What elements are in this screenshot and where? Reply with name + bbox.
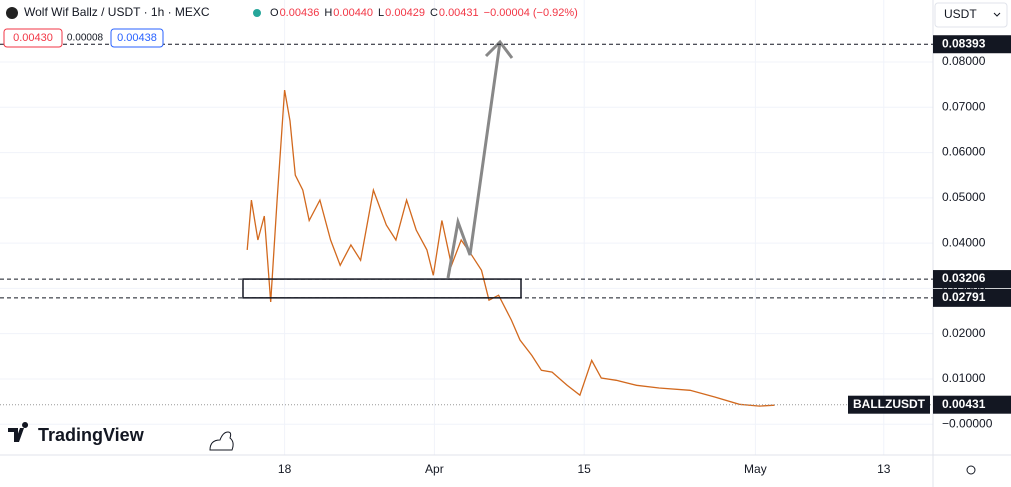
- ohlc-key: H: [324, 7, 332, 19]
- bid: 0.00430: [13, 32, 53, 44]
- mascot-icon: [209, 431, 234, 451]
- level-label: 0.03206: [942, 271, 986, 285]
- y-tick-label: 0.02000: [942, 326, 986, 340]
- symbol: Wolf Wif Ballz / USDT · 1h · MEXC: [24, 5, 210, 19]
- last-name-tag: [848, 395, 930, 414]
- ask: 0.00438: [117, 32, 157, 44]
- symbol-icon: [6, 7, 18, 19]
- bid-box[interactable]: [3, 28, 63, 48]
- x-tick-label: May: [744, 462, 767, 476]
- y-tick-label: 0.07000: [942, 99, 986, 113]
- dropdown-caret: [993, 12, 1001, 17]
- ohlc: O 0.00436 H 0.00440 L 0.00429 C 0.00431 −0.00004…: [270, 7, 578, 19]
- ohlc-key: O: [270, 7, 279, 19]
- overlay: 0.08393 0.03206 0.02791 BALLZUSDT 0.00431: [0, 35, 1011, 414]
- settings-icon[interactable]: [966, 465, 976, 475]
- ohlc-value: 0.00429: [385, 7, 425, 19]
- y-tick-label: 0.03000: [942, 281, 986, 295]
- logo: TradingView: [38, 425, 145, 445]
- grid: [0, 0, 933, 455]
- ohlc-key: C: [430, 7, 438, 19]
- marks: [246, 89, 775, 407]
- level-tag: [933, 270, 1011, 289]
- y-tick-label: 0.04000: [942, 235, 986, 249]
- x-tick-label: Apr: [425, 462, 444, 476]
- projection-arrow: [446, 41, 502, 279]
- ohlc-key: L: [378, 7, 384, 19]
- level-label: 0.02791: [942, 290, 986, 304]
- status-dot: [253, 9, 261, 17]
- level-tag: [933, 288, 1011, 307]
- arrow-head: [484, 39, 514, 59]
- y-tick-label: 0.06000: [942, 145, 986, 159]
- currency-select[interactable]: [934, 2, 1008, 28]
- x-tick-label: 18: [278, 462, 292, 476]
- y-tick-label: −0.00000: [942, 416, 993, 430]
- level-tag: [933, 35, 1011, 54]
- x-tick-label: 13: [877, 462, 891, 476]
- ask-box[interactable]: [110, 28, 164, 48]
- ohlc-value: 0.00440: [333, 7, 373, 19]
- price-line: [246, 89, 775, 407]
- last-price-tag: [933, 395, 1011, 414]
- ohlc-value: 0.00431: [439, 7, 479, 19]
- ohlc-value: 0.00436: [280, 7, 320, 19]
- change: −0.00004 (−0.92%): [484, 7, 578, 19]
- currency: USDT: [944, 7, 977, 21]
- last-price: 0.00431: [942, 397, 986, 411]
- y-tick-label: 0.01000: [942, 371, 986, 385]
- level-label: 0.08393: [942, 36, 986, 50]
- y-tick-label: 0.08000: [942, 54, 986, 68]
- logo-icon: [8, 422, 29, 442]
- spread: 0.00008: [67, 33, 104, 44]
- last-name: BALLZUSDT: [853, 397, 926, 411]
- y-tick-label: 0.05000: [942, 190, 986, 204]
- x-tick-label: 15: [578, 462, 592, 476]
- zone-box: [242, 278, 522, 299]
